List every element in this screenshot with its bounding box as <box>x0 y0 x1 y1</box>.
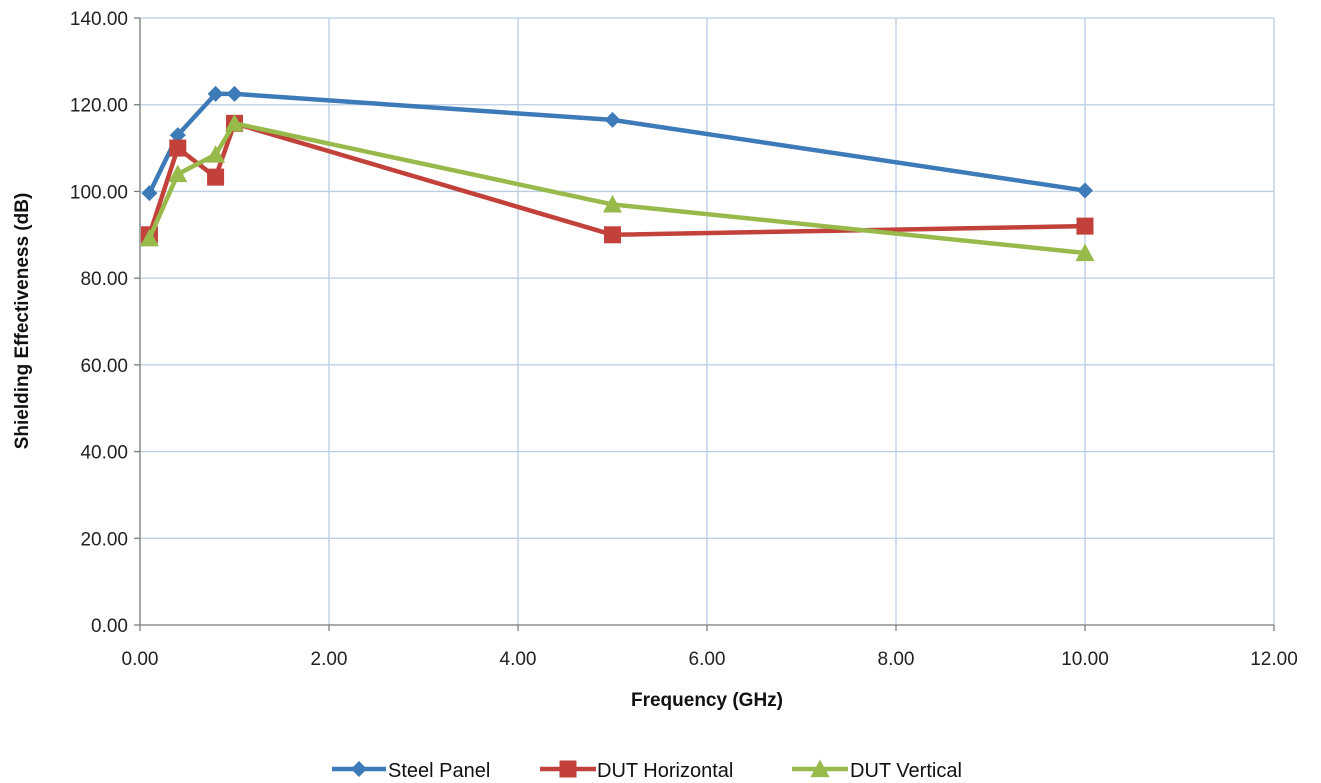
data-point-dut-horizontal <box>169 139 187 157</box>
y-axis-title: Shielding Effectiveness (dB) <box>12 193 33 450</box>
data-point-dut-vertical <box>225 113 244 132</box>
x-tick-label: 2.00 <box>311 649 348 670</box>
y-tick-label: 140.00 <box>70 9 128 30</box>
data-point-dut-vertical <box>206 145 226 163</box>
legend-symbol <box>559 760 577 778</box>
legend-symbol <box>810 759 830 778</box>
x-axis-ticks: 0.00 2.00 4.00 6.00 8.00 10.00 12.00 <box>122 625 1298 670</box>
y-tick-label: 20.00 <box>80 529 128 550</box>
series-line-dut-vertical <box>147 121 1086 256</box>
x-tick-label: 4.00 <box>500 649 537 670</box>
y-tick-label: 80.00 <box>80 269 128 290</box>
data-point-dut-horizontal <box>1076 217 1094 235</box>
data-point-steel-panel <box>1077 182 1093 199</box>
legend-marker-dut-vertical <box>792 759 848 778</box>
legend-marker-dut-horizontal <box>540 760 596 778</box>
y-axis-ticks: 0.00 20.00 40.00 60.00 80.00 100.00 120.00 140.… <box>70 9 140 637</box>
data-point-steel-panel <box>207 85 224 102</box>
data-point-dut-horizontal <box>207 168 225 186</box>
x-tick-label: 12.00 <box>1250 649 1298 670</box>
data-point-dut-vertical <box>139 228 159 247</box>
series-line-dut-horizontal <box>147 121 1086 238</box>
legend-item-dut-horizontal: DUT Horizontal <box>540 760 733 782</box>
y-tick-label: 60.00 <box>80 356 128 377</box>
x-tick-label: 0.00 <box>122 649 159 670</box>
grid-lines <box>139 17 1275 626</box>
x-tick-label: 10.00 <box>1061 649 1109 670</box>
legend-marker-steel-panel <box>332 761 386 777</box>
series-group <box>139 85 1095 262</box>
y-tick-label: 120.00 <box>70 96 128 117</box>
legend-item-steel-panel: Steel Panel <box>332 760 490 782</box>
legend-symbol <box>351 761 367 777</box>
data-point-steel-panel <box>226 85 243 102</box>
legend-label-steel-panel: Steel Panel <box>388 760 490 782</box>
legend-label-dut-horizontal: DUT Horizontal <box>597 760 733 782</box>
x-axis-title: Frequency (GHz) <box>631 690 783 711</box>
data-point-dut-vertical <box>1075 243 1095 262</box>
y-tick-label: 100.00 <box>70 182 128 203</box>
legend-item-dut-vertical: DUT Vertical <box>792 759 962 782</box>
data-point-steel-panel <box>169 127 186 144</box>
data-point-dut-vertical <box>168 164 188 183</box>
legend: Steel Panel DUT Horizontal DUT Vertical <box>332 759 962 782</box>
x-tick-label: 6.00 <box>689 649 726 670</box>
data-point-dut-horizontal <box>604 226 621 244</box>
series-steel-panel <box>141 85 1093 202</box>
data-point-steel-panel <box>604 111 621 128</box>
series-line-steel-panel <box>147 91 1086 195</box>
legend-label-dut-vertical: DUT Vertical <box>850 760 962 782</box>
x-tick-label: 8.00 <box>878 649 915 670</box>
series-dut-vertical <box>139 113 1095 262</box>
data-point-dut-vertical <box>603 194 622 213</box>
y-tick-label: 0.00 <box>91 616 128 637</box>
data-point-steel-panel <box>141 185 158 202</box>
y-tick-label: 40.00 <box>80 443 128 464</box>
